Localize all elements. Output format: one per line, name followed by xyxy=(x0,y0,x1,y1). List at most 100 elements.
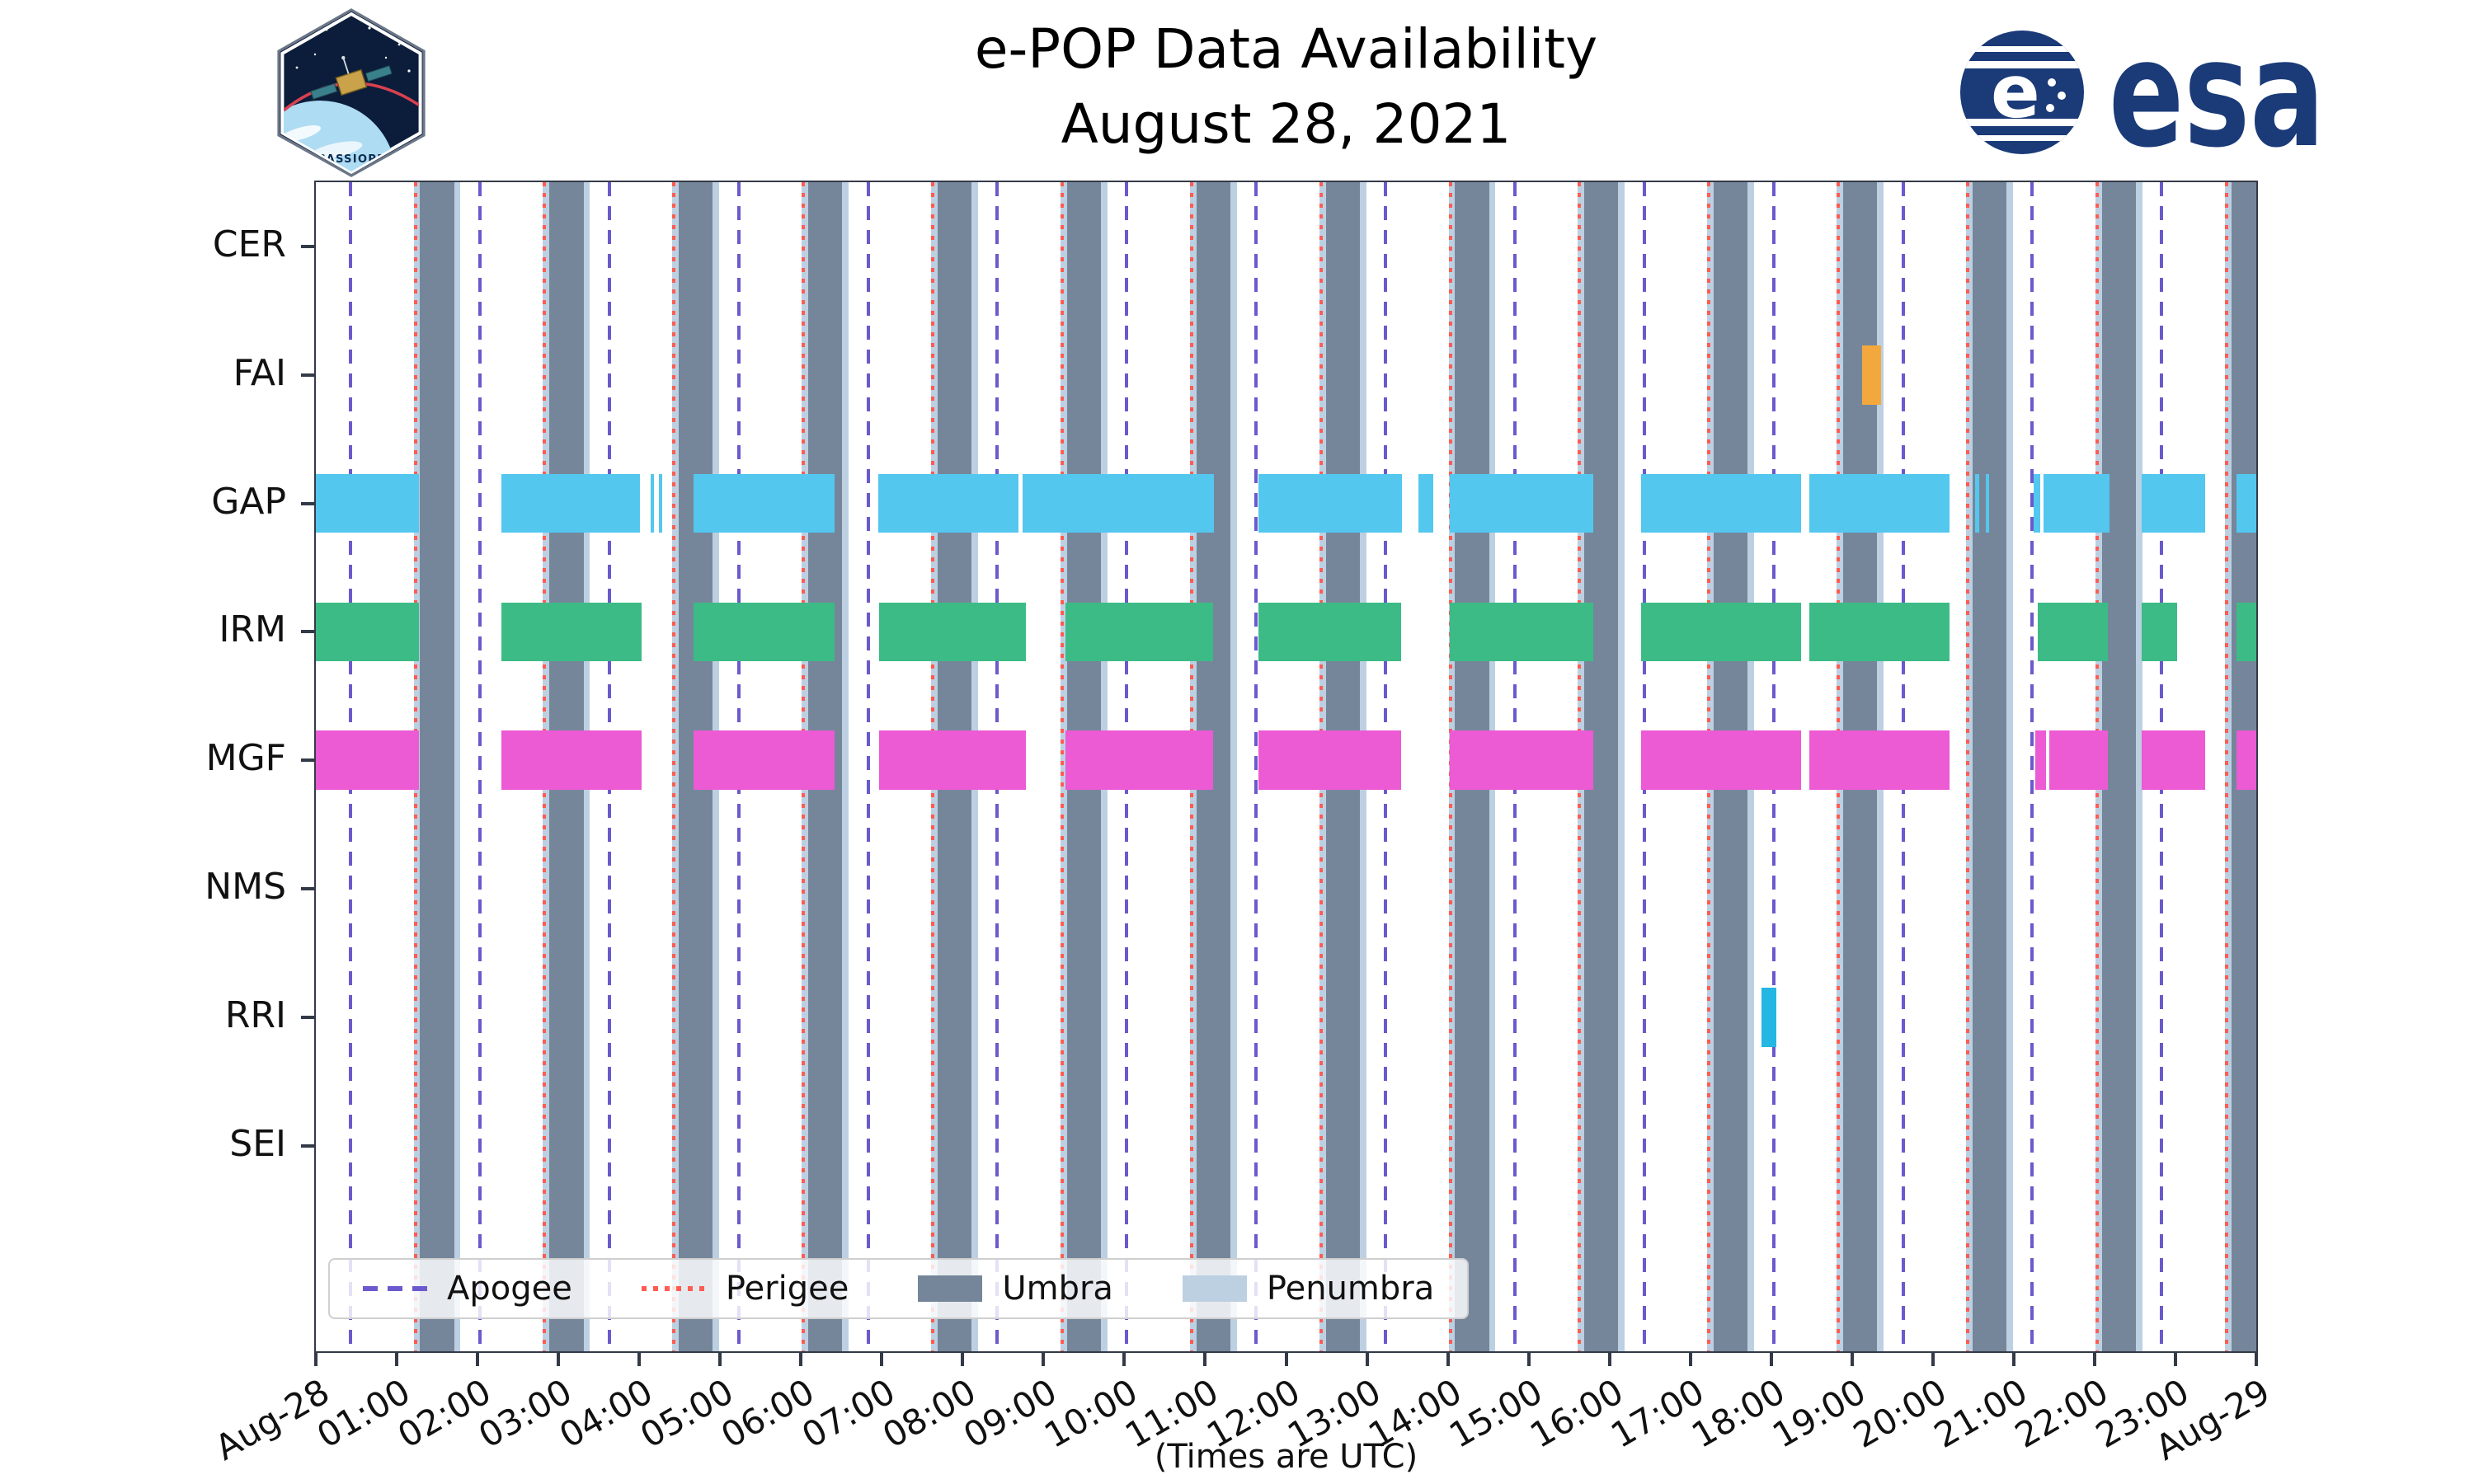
data-bar-mgf xyxy=(2035,730,2047,791)
umbra-span xyxy=(1972,182,2007,1351)
x-tick xyxy=(1850,1353,1854,1366)
x-tick xyxy=(2092,1353,2096,1366)
data-bar-gap xyxy=(2034,473,2041,533)
y-tick xyxy=(301,887,314,891)
cassiope-mission-patch: CASSIOPE xyxy=(270,8,432,181)
x-tick xyxy=(1365,1353,1369,1366)
cloud xyxy=(310,141,363,159)
data-bar-gap xyxy=(1449,473,1594,533)
x-tick xyxy=(1042,1353,1046,1366)
data-bar-gap xyxy=(1640,473,1801,533)
umbra-span xyxy=(420,182,454,1351)
data-bar-mgf xyxy=(1065,730,1214,791)
svg-text:e: e xyxy=(1991,49,2040,134)
data-bar-irm xyxy=(2038,602,2108,662)
umbra-span xyxy=(2101,182,2136,1351)
x-tick xyxy=(395,1353,399,1366)
title-block: e-POP Data Availability August 28, 2021 xyxy=(314,12,2258,162)
legend-label: Penumbra xyxy=(1266,1270,1435,1308)
esa-emblem: e xyxy=(1960,31,2084,154)
legend-item-apogee: Apogee xyxy=(363,1270,572,1308)
data-bar-rri xyxy=(1761,988,1776,1047)
y-axis-label-gap: GAP xyxy=(211,480,286,523)
x-tick xyxy=(314,1353,317,1366)
data-bar-gap xyxy=(2236,473,2256,533)
y-axis-label-nms: NMS xyxy=(205,866,286,909)
data-bar-irm xyxy=(2141,602,2177,662)
legend-sample-dotted xyxy=(641,1286,706,1291)
x-tick xyxy=(718,1353,722,1366)
y-axis-label-cer: CER xyxy=(212,223,286,265)
data-bar-mgf xyxy=(2049,730,2108,791)
apogee-line xyxy=(478,182,482,1351)
data-bar-mgf xyxy=(1258,730,1401,791)
data-bar-gap xyxy=(650,473,654,533)
y-axis-label-fai: FAI xyxy=(233,351,286,394)
data-bar-gap xyxy=(878,473,1018,533)
data-bar-gap xyxy=(1808,473,1950,533)
x-tick xyxy=(1688,1353,1692,1366)
data-bar-gap xyxy=(2044,473,2109,533)
plot-area xyxy=(314,181,2258,1353)
data-bar-mgf xyxy=(1449,730,1594,791)
legend-sample-dashed xyxy=(363,1286,427,1291)
y-tick xyxy=(301,373,314,377)
data-bar-irm xyxy=(693,602,835,662)
data-bar-mgf xyxy=(879,730,1026,791)
y-tick xyxy=(301,1015,314,1019)
data-bar-gap xyxy=(658,473,662,533)
x-tick xyxy=(637,1353,642,1366)
data-bar-fai xyxy=(1861,345,1882,405)
y-tick xyxy=(301,758,314,763)
data-bar-gap xyxy=(1985,473,1990,533)
legend-sample-patch xyxy=(918,1275,983,1302)
perigee-line xyxy=(672,182,676,1351)
x-tick xyxy=(1122,1353,1126,1366)
data-bar-gap xyxy=(1974,473,1979,533)
y-axis-label-rri: RRI xyxy=(224,993,286,1036)
data-bar-mgf xyxy=(1640,730,1801,791)
x-tick xyxy=(2255,1353,2258,1366)
esa-logo: e esa xyxy=(1956,8,2335,181)
data-bar-irm xyxy=(879,602,1026,662)
data-bar-gap xyxy=(1022,473,1215,533)
x-tick xyxy=(1769,1353,1773,1366)
x-tick xyxy=(1931,1353,1935,1366)
data-bar-mgf xyxy=(2236,730,2256,791)
legend: Apogee Perigee Umbra Penumbra xyxy=(328,1258,1470,1319)
legend-item-penumbra: Penumbra xyxy=(1182,1270,1435,1308)
x-axis-title: (Times are UTC) xyxy=(1154,1438,1418,1476)
x-tick xyxy=(961,1353,965,1366)
y-tick xyxy=(301,1144,314,1148)
data-bar-irm xyxy=(1258,602,1401,662)
x-tick xyxy=(2011,1353,2015,1366)
earth-graphic xyxy=(284,101,396,171)
y-tick xyxy=(301,244,314,248)
data-bar-irm xyxy=(2236,602,2256,662)
x-tick xyxy=(2173,1353,2177,1366)
data-bar-mgf xyxy=(2141,730,2206,791)
apogee-line xyxy=(866,182,870,1351)
data-bar-mgf xyxy=(1808,730,1950,791)
perigee-line xyxy=(2224,182,2228,1351)
data-bar-irm xyxy=(1640,602,1801,662)
esa-wordmark: esa xyxy=(2109,21,2325,163)
chart-title: e-POP Data Availability xyxy=(974,17,1598,81)
x-tick xyxy=(1284,1353,1288,1366)
x-tick xyxy=(799,1353,803,1366)
data-bar-irm xyxy=(1808,602,1950,662)
x-tick xyxy=(1607,1353,1611,1366)
data-bar-irm xyxy=(316,602,419,662)
y-tick xyxy=(301,501,314,505)
legend-label: Umbra xyxy=(1002,1270,1113,1308)
x-tick xyxy=(1446,1353,1450,1366)
satellite-icon xyxy=(310,55,393,100)
x-tick xyxy=(880,1353,884,1366)
data-bar-gap xyxy=(1418,473,1433,533)
apogee-line xyxy=(2030,182,2034,1351)
legend-sample-patch xyxy=(1182,1275,1247,1302)
esa-logo-graphic: e esa xyxy=(1960,8,2325,181)
data-bar-mgf xyxy=(316,730,419,791)
y-tick xyxy=(301,630,314,634)
x-tick xyxy=(476,1353,480,1366)
